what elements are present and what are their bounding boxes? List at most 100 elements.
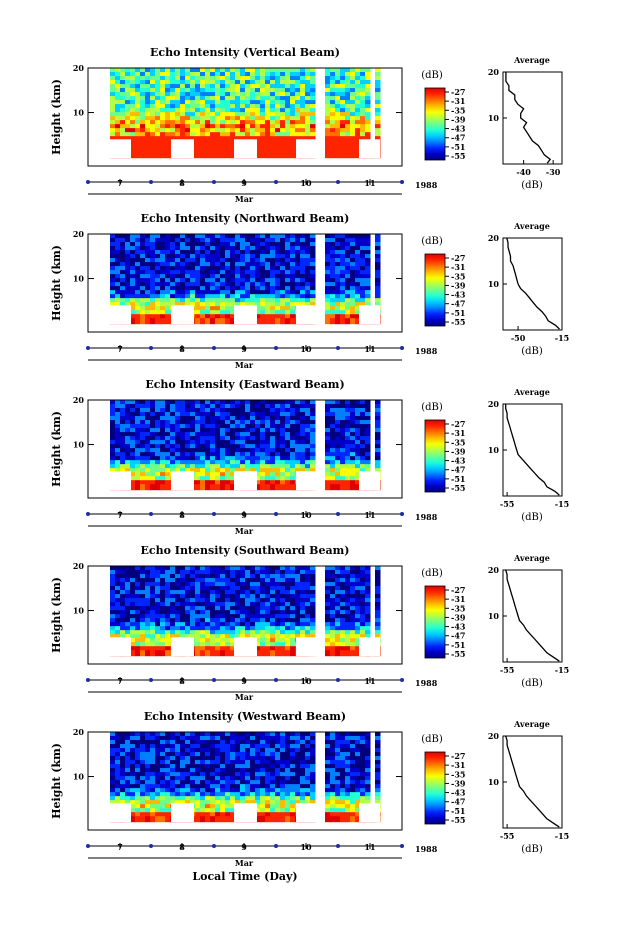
heat-cell bbox=[150, 484, 156, 490]
panel-title: Echo Intensity (Southward Beam) bbox=[141, 544, 350, 557]
average-profile-line bbox=[507, 238, 560, 329]
heat-cell bbox=[275, 152, 281, 158]
day-tick-label: 8 bbox=[179, 510, 185, 520]
midnight-marker bbox=[400, 512, 404, 516]
panel-title: Echo Intensity (Northward Beam) bbox=[141, 212, 350, 225]
heatmap bbox=[110, 566, 381, 656]
average-profile-line bbox=[506, 72, 550, 163]
data-gap bbox=[234, 637, 257, 656]
midnight-marker bbox=[149, 678, 153, 682]
heat-cell bbox=[140, 484, 146, 490]
heat-cell bbox=[165, 152, 171, 158]
colorbar-unit: (dB) bbox=[421, 402, 443, 413]
month-label: Mar bbox=[235, 692, 254, 702]
panel-southward: Echo Intensity (Southward Beam)1020Heigh… bbox=[50, 544, 569, 702]
heat-cell bbox=[160, 650, 166, 656]
y-axis-title: Height (km) bbox=[50, 245, 63, 321]
heat-cell bbox=[195, 152, 201, 158]
average-x-title: (dB) bbox=[521, 346, 543, 357]
data-gap bbox=[296, 637, 320, 656]
average-x-tick-label: -55 bbox=[500, 665, 514, 675]
heat-cell bbox=[145, 650, 151, 656]
heatmap bbox=[110, 732, 381, 822]
heat-cell bbox=[345, 152, 351, 158]
average-frame bbox=[503, 404, 562, 496]
average-title: Average bbox=[513, 553, 550, 563]
heat-cell bbox=[145, 152, 151, 158]
day-tick-label: 7 bbox=[117, 676, 123, 686]
heat-cell bbox=[205, 484, 211, 490]
day-tick-label: 11 bbox=[364, 676, 375, 686]
data-gap bbox=[359, 471, 380, 490]
heat-cell bbox=[350, 318, 356, 324]
average-x-tick-label: -40 bbox=[516, 167, 531, 177]
day-tick-label: 9 bbox=[241, 676, 247, 686]
data-gap bbox=[234, 471, 257, 490]
heat-cell bbox=[205, 152, 211, 158]
heat-cell bbox=[145, 816, 151, 822]
average-profile-line bbox=[506, 570, 560, 661]
heat-cell bbox=[135, 816, 141, 822]
average-y-tick-label: 10 bbox=[488, 279, 500, 289]
heat-cell bbox=[270, 318, 276, 324]
data-gap bbox=[296, 139, 320, 158]
heat-cell bbox=[265, 484, 271, 490]
average-title: Average bbox=[513, 221, 550, 231]
heat-cell bbox=[225, 650, 231, 656]
heat-cell bbox=[290, 484, 296, 490]
midnight-marker bbox=[274, 180, 278, 184]
data-gap bbox=[171, 139, 194, 158]
heat-cell bbox=[155, 152, 161, 158]
heat-cell bbox=[220, 650, 226, 656]
data-gap bbox=[296, 471, 320, 490]
heat-cell bbox=[335, 152, 341, 158]
average-frame bbox=[503, 72, 562, 164]
y-tick-label: 10 bbox=[73, 440, 85, 450]
colorbar-unit: (dB) bbox=[421, 568, 443, 579]
average-y-tick-label: 20 bbox=[488, 399, 500, 409]
data-gap bbox=[359, 139, 380, 158]
day-tick-label: 10 bbox=[300, 344, 312, 354]
heat-cell bbox=[275, 484, 281, 490]
heat-cell bbox=[270, 650, 276, 656]
heat-cell bbox=[195, 318, 201, 324]
midnight-marker bbox=[336, 512, 340, 516]
heat-cell bbox=[210, 152, 216, 158]
day-tick-label: 9 bbox=[241, 344, 247, 354]
heat-cell bbox=[165, 650, 171, 656]
heat-cell bbox=[265, 650, 271, 656]
heat-cell bbox=[160, 484, 166, 490]
average-x-title: (dB) bbox=[521, 180, 543, 191]
average-x-tick-label: -15 bbox=[555, 333, 569, 343]
average-y-tick-label: 10 bbox=[488, 611, 500, 621]
midnight-marker bbox=[86, 346, 90, 350]
average-x-tick-label: -55 bbox=[500, 499, 514, 509]
data-gap bbox=[234, 139, 257, 158]
heat-cell bbox=[150, 152, 156, 158]
day-tick-label: 7 bbox=[117, 178, 123, 188]
midnight-marker bbox=[400, 346, 404, 350]
panel-title: Echo Intensity (Eastward Beam) bbox=[145, 378, 344, 391]
y-tick-label: 10 bbox=[73, 606, 85, 616]
midnight-marker bbox=[400, 678, 404, 682]
colorbar-level: -55 bbox=[451, 317, 465, 327]
heat-cell bbox=[285, 650, 291, 656]
panel-eastward: Echo Intensity (Eastward Beam)1020Height… bbox=[50, 378, 569, 536]
heat-cell bbox=[135, 318, 141, 324]
day-tick-label: 7 bbox=[117, 344, 123, 354]
heat-cell bbox=[145, 318, 151, 324]
average-x-tick-label: -15 bbox=[555, 665, 569, 675]
heatmap bbox=[110, 400, 381, 490]
day-tick-label: 8 bbox=[179, 676, 185, 686]
day-tick-label: 10 bbox=[300, 178, 312, 188]
average-x-tick-label: -50 bbox=[511, 333, 526, 343]
heat-cell bbox=[340, 484, 346, 490]
heat-cell bbox=[330, 318, 336, 324]
average-y-tick-label: 20 bbox=[488, 67, 500, 77]
heat-cell bbox=[140, 650, 146, 656]
data-gap bbox=[234, 305, 257, 324]
month-label: Mar bbox=[235, 194, 254, 204]
year-label: 1988 bbox=[415, 512, 438, 522]
midnight-marker bbox=[212, 512, 216, 516]
midnight-marker bbox=[274, 346, 278, 350]
